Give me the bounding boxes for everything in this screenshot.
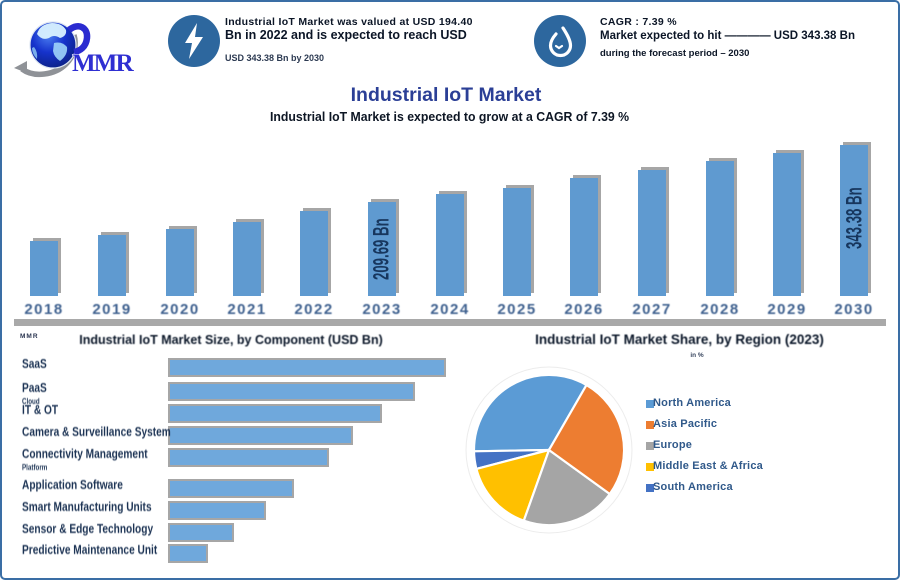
svg-text:MMR: MMR xyxy=(72,50,135,77)
